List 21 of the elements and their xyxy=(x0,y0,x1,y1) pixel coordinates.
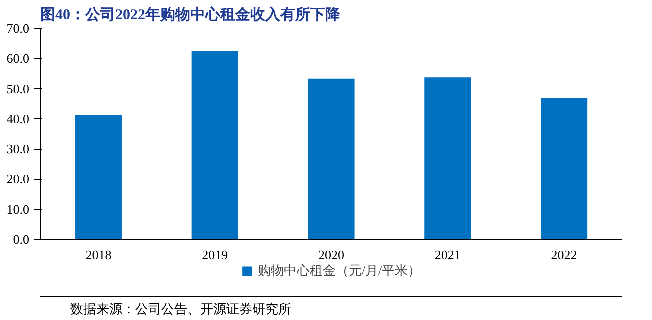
y-tick-label: 20.0 xyxy=(6,172,30,187)
bar xyxy=(75,115,122,240)
x-tick-label: 2020 xyxy=(318,248,344,262)
x-tick-label: 2022 xyxy=(551,248,578,262)
y-tick-label: 10.0 xyxy=(6,202,30,217)
bar xyxy=(541,98,588,240)
y-tick-label: 60.0 xyxy=(6,51,30,66)
bar xyxy=(308,78,355,240)
y-tick-label: 0.0 xyxy=(13,232,30,247)
source-note: 数据来源：公司公告、开源证券研究所 xyxy=(70,302,292,316)
bar xyxy=(424,78,472,240)
bar xyxy=(192,51,238,240)
chart-title: 图40：公司2022年购物中心租金收入有所下降 xyxy=(40,6,342,24)
x-tick-label: 2018 xyxy=(86,248,112,262)
y-tick-label: 40.0 xyxy=(6,111,30,126)
y-tick-label: 30.0 xyxy=(6,142,30,157)
legend-label: 购物中心租金（元/月/平米） xyxy=(258,262,422,280)
x-tick-label: 2019 xyxy=(202,248,228,262)
y-tick-label: 70.0 xyxy=(6,21,30,36)
y-tick-label: 50.0 xyxy=(6,81,30,96)
x-tick-label: 2021 xyxy=(434,248,461,262)
